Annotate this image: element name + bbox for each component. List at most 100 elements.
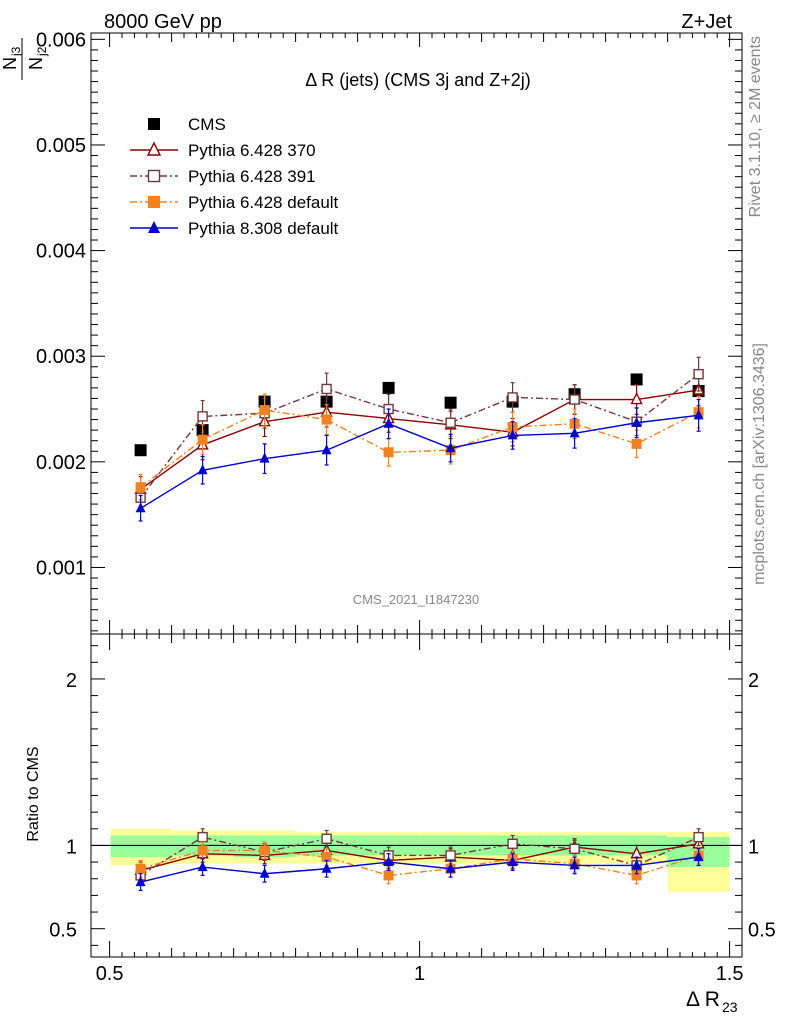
data-point xyxy=(693,368,704,380)
ratio-y-tick-label: 0.5 xyxy=(49,920,77,942)
x-tick-label: 1.5 xyxy=(716,963,744,985)
series-pythia-6-428-391 xyxy=(135,356,704,512)
data-point xyxy=(321,862,332,873)
data-point xyxy=(693,851,704,862)
data-point xyxy=(321,833,332,844)
ratio-y-axis-label: Ratio to CMS xyxy=(25,746,42,841)
x-tick-label: 0.5 xyxy=(96,963,124,985)
data-point xyxy=(197,434,208,445)
ratio-y-tick-label: 1 xyxy=(66,836,77,858)
data-point xyxy=(507,838,518,849)
data-point xyxy=(259,452,270,463)
data-point xyxy=(569,394,580,405)
series-line xyxy=(140,849,699,877)
ratio-y-tick-label: 2 xyxy=(66,670,77,692)
data-point xyxy=(321,383,332,395)
main-y-ticks: 0.001 0.002 0.003 0.004 0.005 0.006 xyxy=(36,29,742,634)
data-point xyxy=(197,411,208,422)
series-line xyxy=(140,373,700,499)
data-point xyxy=(321,414,332,425)
legend-marker xyxy=(148,118,160,130)
ratio-y-tick-label-right: 1 xyxy=(748,836,759,858)
main-y-tick-label: 0.002 xyxy=(36,452,86,474)
data-point xyxy=(693,831,704,843)
data-point xyxy=(135,863,146,874)
data-point xyxy=(135,876,146,887)
data-point xyxy=(259,867,270,878)
data-point xyxy=(383,417,394,428)
y-label-denominator: N xyxy=(26,57,46,70)
series-line xyxy=(140,856,699,883)
header-process-label: Z+Jet xyxy=(681,11,732,33)
data-point xyxy=(382,381,395,394)
side-mcplots-label: mcplots.cern.ch [arXiv:1306.3436] xyxy=(751,343,768,585)
legend-label: CMS xyxy=(188,115,226,134)
data-point xyxy=(630,391,643,405)
main-y-tick-label: 0.003 xyxy=(36,346,86,368)
series-line xyxy=(140,843,699,872)
data-point xyxy=(383,870,394,881)
ratio-stat-uncertainty-band xyxy=(110,835,172,858)
x-axis-label: Δ R xyxy=(686,988,720,1011)
series-pythia-6-428-default xyxy=(135,393,704,501)
data-point xyxy=(693,409,704,420)
main-panel: 0.001 0.002 0.003 0.004 0.005 0.006 Δ R (jets… xyxy=(0,29,743,635)
legend-marker xyxy=(146,141,162,156)
main-y-tick-label: 0.005 xyxy=(36,135,86,157)
data-point xyxy=(445,862,456,873)
ratio-panel-frame xyxy=(90,633,743,958)
series-line xyxy=(140,836,699,877)
series-pythia-8-308-default xyxy=(135,398,704,522)
data-point xyxy=(259,845,270,856)
ratio-y-tick-label-right: 2 xyxy=(748,670,759,692)
x-tick-label: 1 xyxy=(414,963,425,985)
legend-marker xyxy=(148,196,160,208)
legend: CMS Pythia 6.428 370 Pythia 6.428 391 Pythi… xyxy=(130,115,339,238)
series-line xyxy=(140,389,699,490)
data-point xyxy=(631,859,642,870)
ratio-y-tick-label-right: 0.5 xyxy=(748,920,776,942)
data-point xyxy=(383,447,394,458)
data-point xyxy=(321,444,332,455)
main-y-tick-label: 0.001 xyxy=(36,557,86,579)
data-point xyxy=(321,852,332,863)
main-y-tick-label: 0.006 xyxy=(36,29,86,51)
data-point xyxy=(569,843,580,854)
data-point xyxy=(197,831,208,843)
data-point xyxy=(507,856,518,867)
ratio-axis-ticks: 0.5 0.5 1 1 2 2 0.5 1 1.5 xyxy=(49,634,776,985)
plot-title: Δ R (jets) (CMS 3j and Z+2j) xyxy=(305,70,531,90)
data-point xyxy=(507,392,518,403)
main-y-tick-label: 0.004 xyxy=(36,241,86,263)
main-series-layer xyxy=(134,356,705,522)
data-point xyxy=(507,429,518,440)
data-point xyxy=(631,870,642,881)
ratio-panel: 0.5 0.5 1 1 2 2 0.5 1 1.5 Ratio to CMS Δ R 23 xyxy=(25,633,776,1015)
data-point xyxy=(134,444,147,457)
data-point xyxy=(444,396,457,409)
data-point xyxy=(135,502,146,513)
data-point xyxy=(631,416,642,427)
analysis-watermark: CMS_2021_I1847230 xyxy=(353,592,480,607)
data-point xyxy=(631,438,642,449)
data-point xyxy=(445,442,456,453)
data-point xyxy=(445,417,456,428)
legend-label: Pythia 6.428 391 xyxy=(188,167,316,186)
y-label-numerator: N xyxy=(0,57,20,70)
data-point xyxy=(445,850,456,861)
series-line xyxy=(140,414,699,509)
series-line xyxy=(140,409,699,488)
data-point xyxy=(569,859,580,870)
legend-label: Pythia 6.428 default xyxy=(188,193,339,212)
ratio-series-layer xyxy=(134,828,705,892)
data-point xyxy=(569,427,580,438)
y-label-numerator-sub: j3 xyxy=(9,46,23,57)
data-point xyxy=(259,405,270,416)
data-point xyxy=(630,373,643,386)
data-point xyxy=(383,856,394,867)
main-y-axis-label: N j3 N j2 xyxy=(0,38,49,80)
data-point xyxy=(197,861,208,872)
legend-marker xyxy=(147,169,161,183)
x-axis-label-sub: 23 xyxy=(722,999,738,1015)
